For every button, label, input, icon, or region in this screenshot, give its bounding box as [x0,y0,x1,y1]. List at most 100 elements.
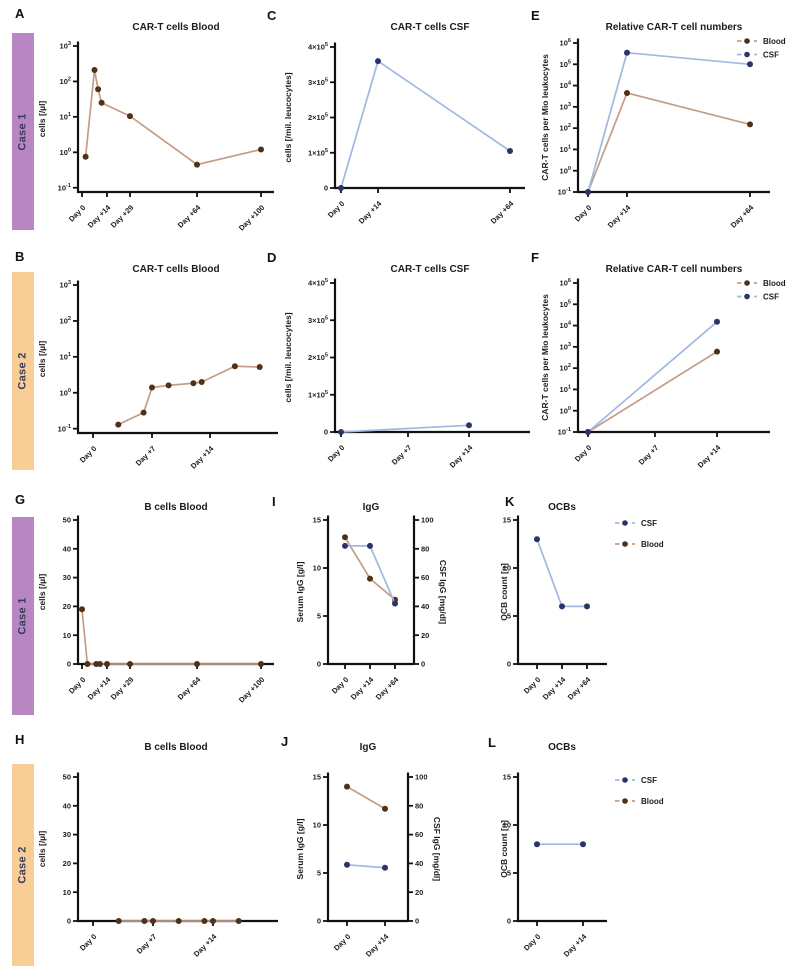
x-tick-label: Day +14 [606,202,633,229]
x-tick-label: Day 0 [573,203,594,224]
y-tick-label: 104 [560,81,572,91]
y-tick-label: 10 [63,888,71,897]
panel-l-chart: OCBs 15 10 5 0 Day 0 Day +14 OCB count [n] CSF Bl… [498,736,803,977]
y-tick-label: 20 [63,602,71,611]
panel-letter-e: E [531,8,540,23]
y-tick-right-label: 100 [415,773,428,782]
legend-marker [744,38,750,44]
axes [326,515,414,666]
y-axis-label: OCB count [n] [499,563,509,621]
legend-marker [744,293,750,300]
axes [333,42,525,190]
legend-label: CSF [641,776,657,785]
y-tick-label: 10-1 [558,187,571,197]
data-point [198,379,205,385]
axes [516,772,607,923]
y-tick-label: 103 [560,342,571,352]
chart-title: CAR-T cells CSF [391,22,470,33]
y-tick-right-label: 0 [415,917,419,926]
y-tick-label: 101 [60,112,71,122]
data-point [624,49,630,56]
y-tick-label: 10 [313,564,321,573]
case1-bar-row3: Case 1 [12,517,34,715]
x-tick-label: Day +14 [189,443,216,470]
y-tick-label: 20 [63,859,71,868]
y-tick-label: 10-1 [58,183,71,193]
legend-label: Blood [763,37,786,46]
panel-letter-k: K [505,494,515,509]
data-point [235,918,242,924]
chart-title: Relative CAR-T cell numbers [606,264,743,275]
data-point [256,364,263,370]
y-tick-label: 30 [63,573,71,582]
data-point [534,841,540,848]
panel-letter-a: A [15,6,25,21]
y-tick-right-label: 60 [415,830,423,839]
panel-e-chart: Relative CAR-T cell numbers 106 105 104 103 1… [532,16,804,253]
legend-marker [622,541,628,547]
y-tick-right-label: 40 [421,602,429,611]
data-point [367,575,373,582]
case2-bar-row4: Case 2 [12,764,34,966]
x-tick-label: Day +14 [357,198,384,225]
y-tick-right-label: 60 [421,573,429,582]
y-tick-label: 10 [63,631,71,640]
legend-marker [744,51,750,58]
y-tick-label: 100 [560,406,571,416]
y-tick-right-label: 80 [415,801,423,810]
axes [76,280,278,435]
chart-H-svg: B cells Blood 50 40 30 20 10 0 Day 0 Day +7 Day +… [37,742,278,959]
case1-label: Case 1 [17,597,29,635]
data-point [141,918,148,924]
chart-D-svg: CAR-T cells CSF 4×105 3×105 2×105 1×105 0 Day … [283,264,530,470]
case2-bar-row2: Case 2 [12,272,34,470]
legend-marker [622,777,628,783]
y-tick-right-label: 100 [421,516,434,525]
y-axis-label: cells [/µl] [37,831,47,868]
x-tick-label: Day +100 [237,203,267,233]
data-point [624,90,630,96]
data-point [194,161,200,168]
y-tick-label: 10 [503,821,511,830]
chart-title: B cells Blood [144,502,207,513]
legend-label: CSF [763,292,779,301]
y-tick-label: 40 [63,801,71,810]
x-tick-label: Day 0 [78,444,99,465]
y-tick-right-label: 20 [421,631,429,640]
data-point [190,380,197,387]
x-tick-label: Day +29 [109,675,136,702]
data-point [201,918,208,924]
series-line-csf-igg [345,545,396,604]
y-tick-label: 100 [560,166,571,176]
data-point [585,189,591,195]
chart-J-svg: IgG 15 10 5 0 100 80 60 40 20 0 Day 0 Day +14 Serum I… [295,742,442,959]
x-tick-label: Day +14 [562,931,589,958]
y-tick-label: 100 [60,147,71,157]
legend-label: Blood [641,797,664,806]
series-line-serum-igg [346,785,386,810]
chart-title: OCBs [548,742,576,753]
x-tick-label: Day +100 [237,675,267,705]
data-point [375,58,381,65]
data-point [165,382,172,389]
data-point [210,918,216,924]
chart-L-svg: OCBs 15 10 5 0 Day 0 Day +14 OCB count [n] CSF Bl… [499,742,664,959]
panel-letter-i: I [272,494,276,509]
y-tick-label: 0 [324,184,328,193]
y-axis-label: CAR-T cells per Mio leukocytes [540,294,550,421]
data-point [115,421,122,428]
y-tick-label: 100 [60,388,71,398]
series-line-blood [587,350,718,433]
data-point [344,861,350,868]
x-tick-label: Day +29 [109,203,136,230]
axes [333,278,530,434]
panel-d-chart: CAR-T cells CSF 4×105 3×105 2×105 1×105 0 Day … [280,258,532,495]
series-line-csf [340,424,470,433]
data-point [747,61,753,68]
chart-title: IgG [363,502,380,513]
chart-title: Relative CAR-T cell numbers [606,22,743,33]
x-tick-label: Day 0 [332,932,353,953]
y-tick-label: 106 [560,278,571,288]
